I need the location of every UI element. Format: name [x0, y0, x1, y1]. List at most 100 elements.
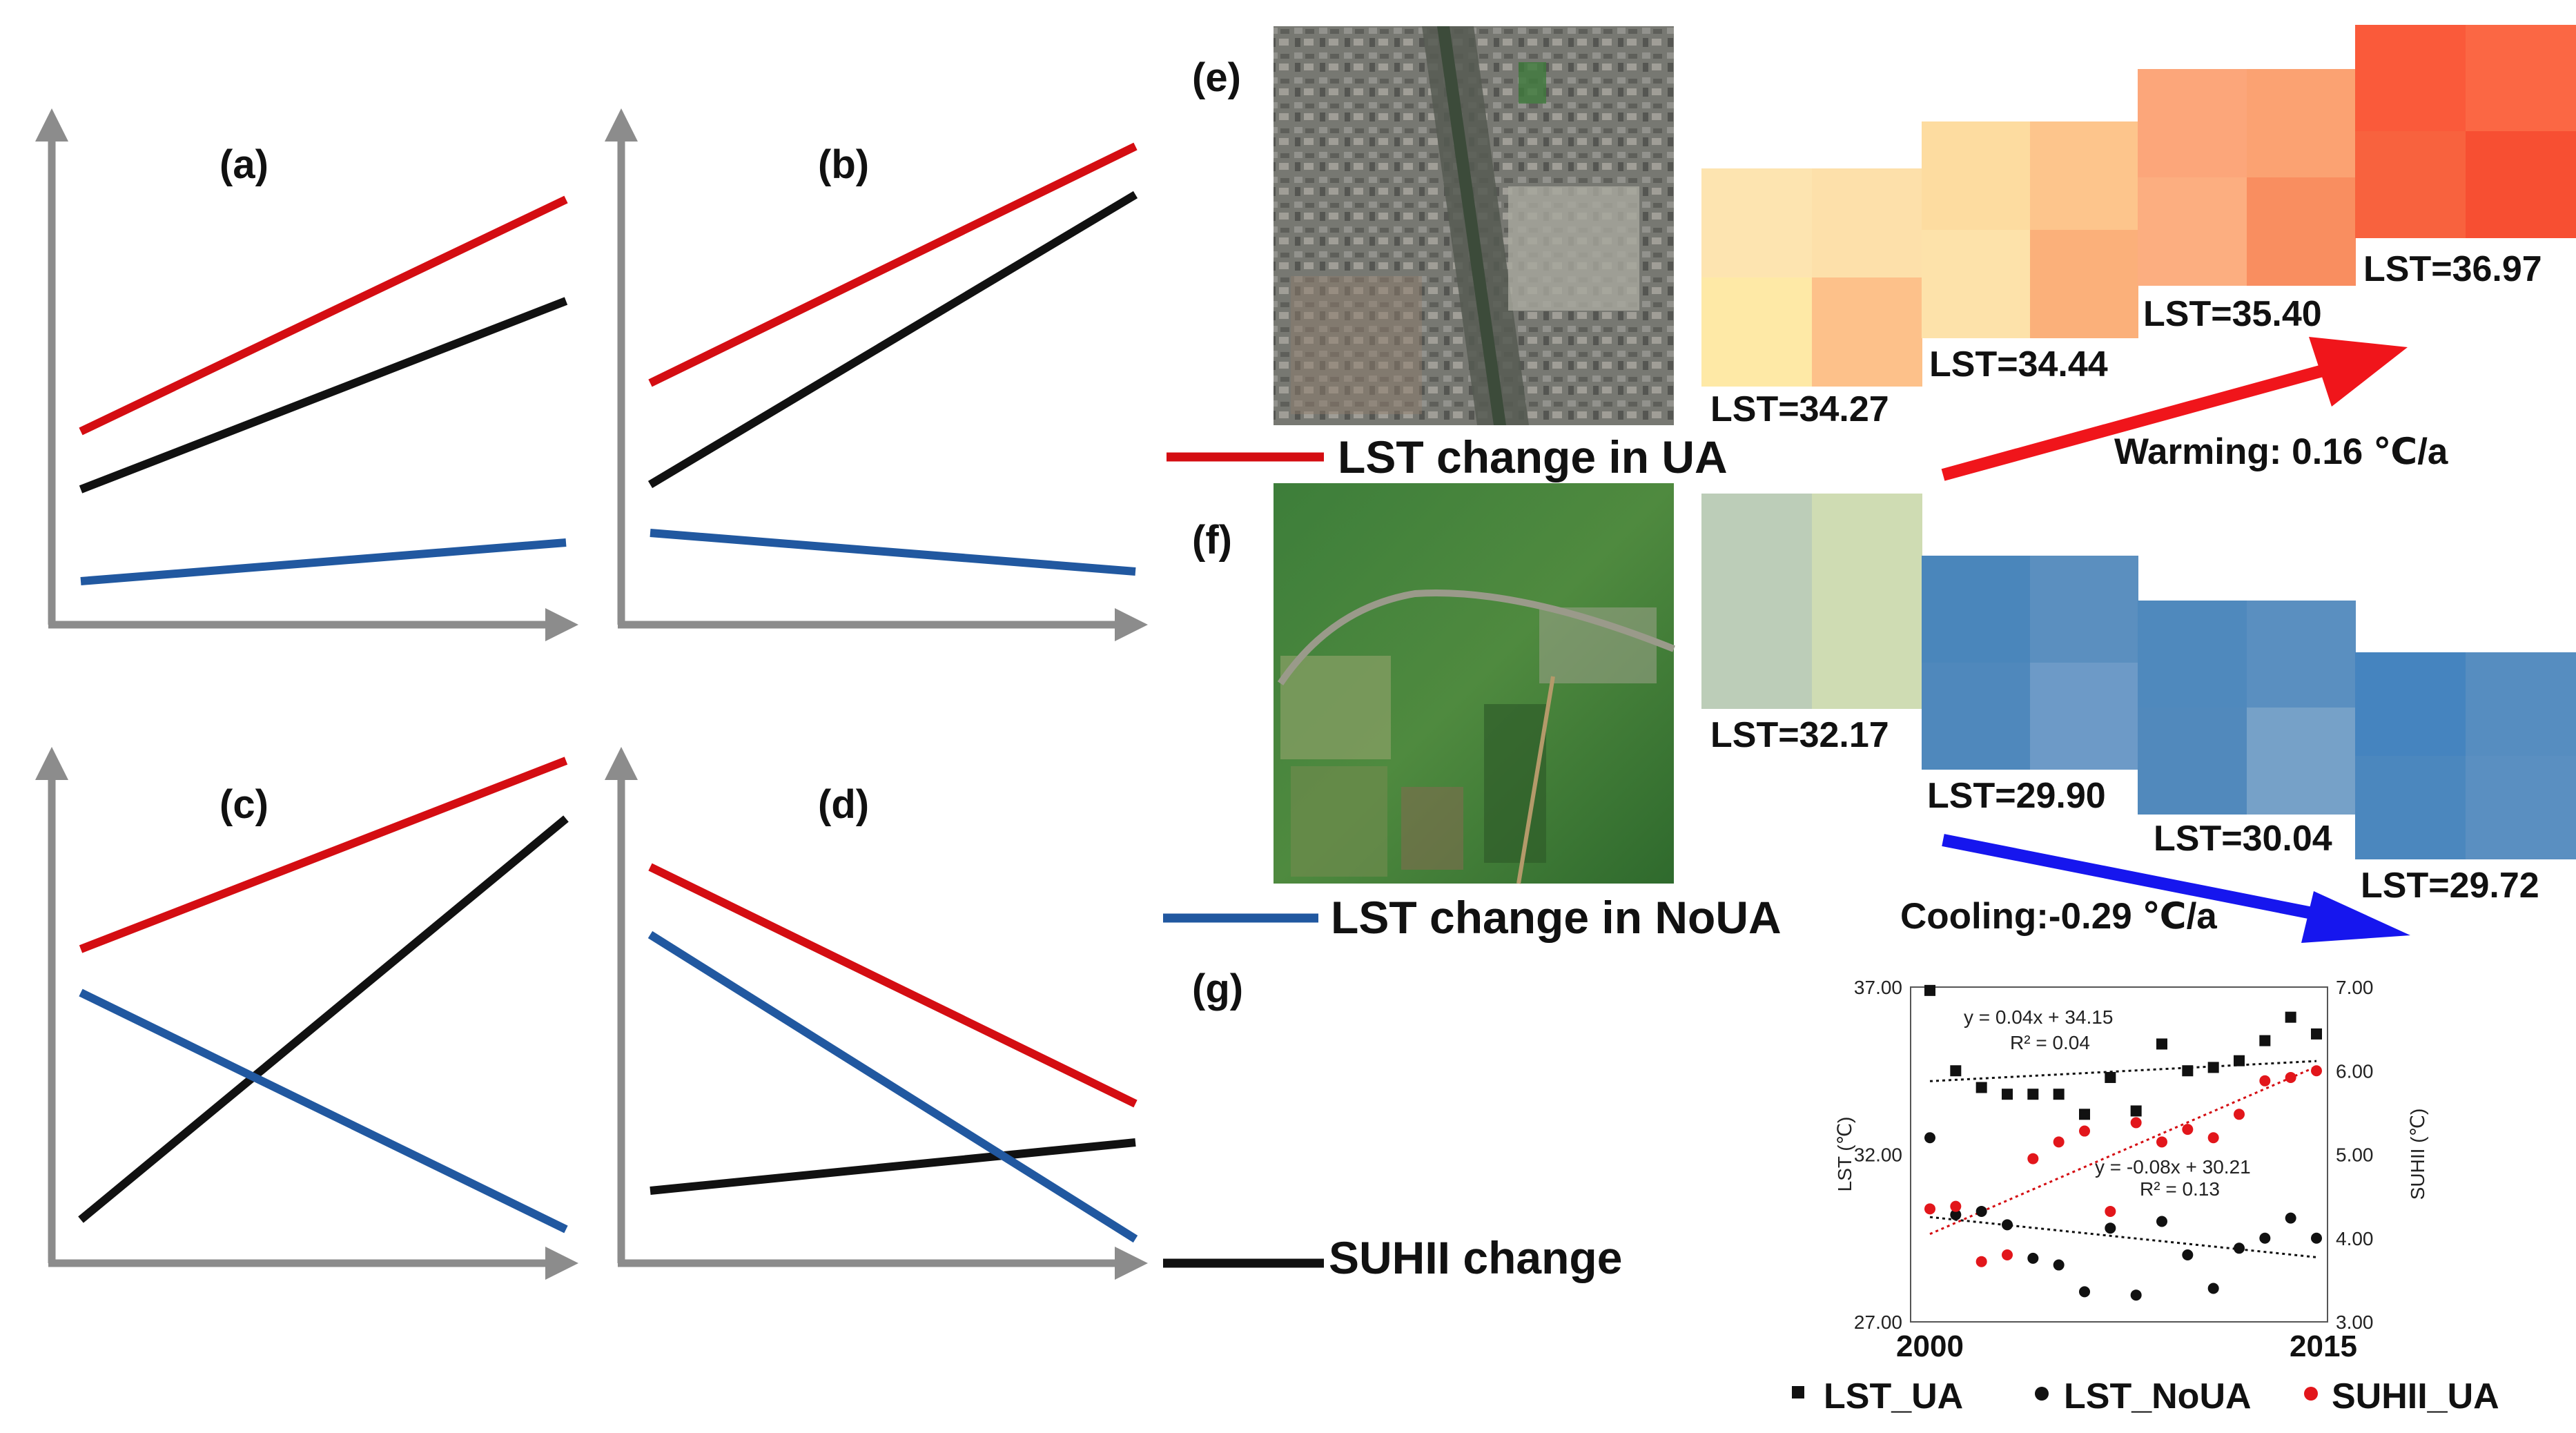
lst-noua-point — [2079, 1286, 2090, 1298]
suhii-ua-point — [2259, 1075, 2271, 1086]
trendline-lst-ua — [1929, 1060, 2317, 1082]
suhii-ua-point — [1950, 1200, 1962, 1212]
ua-lst-label-3: LST=35.40 — [2143, 294, 2322, 334]
legend-label-lst-noua: LST_NoUA — [2064, 1376, 2252, 1416]
suhii-ua-point — [2002, 1249, 2013, 1260]
x-tick-label: 2015 — [2290, 1329, 2357, 1363]
warming-label: Warming: 0.16 ℃/a — [2114, 431, 2448, 472]
suhii-ua-point — [2156, 1136, 2167, 1148]
ua-lst-label-1: LST=34.27 — [1710, 389, 1889, 429]
legend-suhii: SUHII change — [1163, 1232, 1622, 1283]
series-line-lst-change-in-ua — [79, 757, 568, 953]
y2-axis-label: SUHII (℃) — [2407, 1109, 2428, 1200]
chart-g-legend: LST_UA LST_NoUA SUHII_UA — [1792, 1376, 2499, 1416]
lst-ua-point — [2079, 1109, 2090, 1120]
suhii-ua-point — [2130, 1117, 2142, 1129]
suhii-ua-point — [2053, 1136, 2065, 1148]
lst-noua-point — [2311, 1232, 2322, 1244]
concept-panel-a: (a) — [35, 108, 578, 641]
lst-ua-point — [2285, 1011, 2296, 1023]
noua-lst-grid-1 — [1701, 494, 1922, 709]
panel-label-e: (e) — [1192, 55, 1241, 100]
trend-equation-noua: y = -0.08x + 30.21 — [2095, 1156, 2251, 1178]
y2-tick-label: 4.00 — [2336, 1228, 2374, 1249]
series-line-suhii-change — [78, 815, 569, 1223]
lst-ua-point — [2105, 1071, 2116, 1083]
x-axis-arrowhead — [545, 1247, 578, 1280]
y2-tick-label: 5.00 — [2336, 1144, 2374, 1166]
series-line-lst-change-in-ua — [648, 863, 1138, 1108]
panel-label-g: (g) — [1192, 966, 1243, 1011]
lst-ua-point — [2182, 1065, 2194, 1077]
plot-area — [1910, 986, 2328, 1323]
noua-lst-grid-3 — [2138, 601, 2356, 815]
legend-marker-lst-ua — [1792, 1386, 1804, 1398]
concept-panel-d: (d) — [605, 747, 1148, 1280]
noua-lst-grid-4 — [2355, 652, 2576, 859]
panel-label-c: (c) — [219, 782, 269, 827]
lst-ua-point — [2207, 1062, 2219, 1073]
concept-panel-c: (c) — [35, 747, 578, 1280]
legend-marker-lst-noua — [2035, 1387, 2049, 1401]
lst-noua-point — [2027, 1252, 2039, 1264]
lst-ua-point — [1950, 1065, 1962, 1077]
series-line-lst-change-in-noua — [80, 538, 567, 585]
legend-label-lst-ua: LST_UA — [1824, 1376, 1963, 1416]
y-tick-label: 32.00 — [1854, 1144, 1902, 1166]
series-line-lst-change-in-ua — [79, 195, 568, 436]
trend-r2-noua: R² = 0.13 — [2140, 1178, 2220, 1200]
suhii-ua-point — [2207, 1132, 2219, 1144]
lst-noua-point — [2182, 1249, 2194, 1260]
suhii-ua-point — [2311, 1065, 2322, 1077]
suhii-ua-point — [2234, 1109, 2245, 1120]
series-line-lst-change-in-noua — [79, 988, 568, 1234]
lst-noua-point — [1924, 1132, 1935, 1144]
lst-ua-point — [2259, 1035, 2271, 1046]
noua-lst-label-4: LST=29.72 — [2361, 866, 2539, 906]
x-axis-arrowhead — [1115, 608, 1148, 641]
lst-noua-point — [2259, 1232, 2271, 1244]
panel-label-a: (a) — [219, 142, 269, 187]
cooling-arrow — [1942, 834, 2410, 943]
x-tick-label: 2000 — [1896, 1329, 1964, 1363]
series-line-suhii-change — [79, 297, 568, 494]
series-line-lst-change-in-noua — [647, 930, 1138, 1243]
y-axis-arrowhead — [35, 108, 68, 142]
suhii-ua-point — [1924, 1203, 1935, 1215]
ua-lst-grid-3 — [2138, 69, 2356, 286]
lst-ua-point — [2130, 1105, 2142, 1117]
legend-ua-label: LST change in UA — [1338, 431, 1728, 482]
series-line-suhii-change — [647, 191, 1138, 489]
series-line-lst-change-in-ua — [648, 142, 1138, 387]
ua-lst-grid-4 — [2355, 25, 2576, 238]
panel-label-d: (d) — [818, 782, 869, 827]
lst-ua-point — [2234, 1055, 2245, 1066]
suhii-ua-point — [2105, 1205, 2116, 1217]
suhii-lst-chart: 37.00 32.00 27.00 7.00 6.00 5.00 4.00 3.00 LST (… — [1792, 977, 2499, 1416]
ua-lst-grid-1 — [1701, 168, 1922, 387]
noua-lst-label-2: LST=29.90 — [1927, 776, 2106, 816]
y-axis-label: LST (℃) — [1834, 1117, 1855, 1192]
y-axis-arrowhead — [605, 108, 638, 142]
legend-noua-label: LST change in NoUA — [1331, 892, 1782, 943]
nonurban-satellite-image — [1274, 483, 1675, 884]
ua-lst-grid-2 — [1922, 121, 2138, 338]
lst-ua-point — [2027, 1089, 2039, 1100]
noua-lst-label-3: LST=30.04 — [2154, 819, 2332, 859]
trendline-suhii-ua — [1929, 1065, 2317, 1236]
legend-marker-suhii-ua — [2304, 1387, 2318, 1401]
suhii-ua-point — [2027, 1153, 2039, 1164]
lst-noua-point — [2002, 1219, 2013, 1231]
y-axis-arrowhead — [35, 747, 68, 780]
lst-noua-point — [2207, 1283, 2219, 1294]
y2-tick-label: 7.00 — [2336, 977, 2374, 998]
lst-ua-point — [1975, 1082, 1987, 1093]
concept-panels: (a) (b) (c) (d) — [35, 108, 1148, 1280]
series-line-lst-change-in-noua — [650, 529, 1136, 576]
x-axis-arrowhead — [545, 608, 578, 641]
concept-panel-b: (b) — [605, 108, 1148, 641]
trend-equation-ua: y = 0.04x + 34.15 — [1964, 1006, 2113, 1028]
cooling-label: Cooling:-0.29 ℃/a — [1900, 896, 2217, 937]
lst-noua-point — [2156, 1216, 2167, 1227]
lst-ua-point — [2156, 1038, 2167, 1050]
